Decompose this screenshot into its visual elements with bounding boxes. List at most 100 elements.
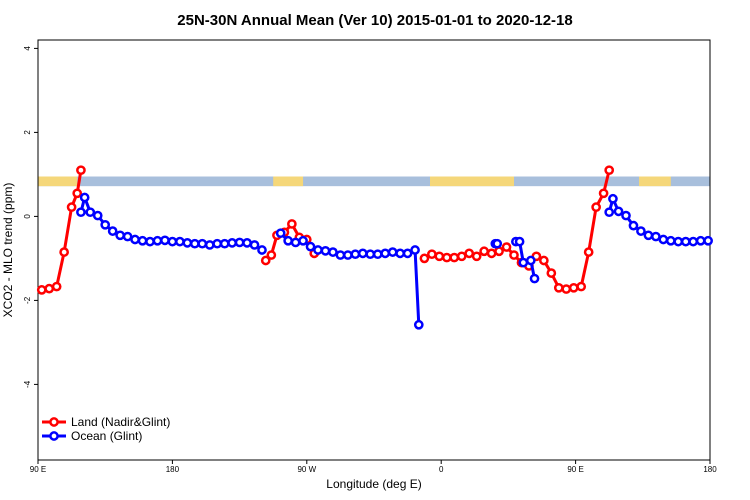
data-point	[107, 226, 118, 236]
data-point	[387, 247, 398, 257]
data-point	[680, 236, 691, 247]
data-point	[604, 207, 615, 218]
y-tick-label: 0	[23, 214, 32, 219]
data-point	[130, 234, 140, 245]
data-point	[66, 202, 77, 213]
data-point	[260, 255, 271, 266]
data-point	[494, 246, 504, 257]
x-tick-label: 0	[439, 465, 444, 474]
data-point	[290, 237, 301, 248]
axis-ticks: 90 E 180 90 W 0 90 E 180 4 2 0 -2 -4	[23, 46, 717, 474]
y-tick-label: -2	[23, 296, 32, 304]
data-point	[283, 235, 293, 246]
data-point	[441, 252, 452, 263]
data-point	[100, 219, 111, 230]
data-point	[266, 250, 277, 260]
y-axis-label: XCO2 - MLO trend (ppm)	[1, 183, 15, 318]
x-tick-label: 90 W	[297, 465, 316, 474]
data-point	[673, 236, 684, 247]
data-point	[410, 245, 420, 255]
data-point	[402, 248, 413, 259]
data-point	[287, 219, 297, 229]
data-point	[189, 238, 200, 249]
data-point	[514, 236, 525, 247]
data-point	[365, 249, 376, 260]
land-band-segment	[639, 176, 671, 187]
data-point	[219, 238, 230, 249]
data-point	[456, 251, 467, 262]
data-point	[257, 245, 267, 255]
legend-marker	[49, 431, 59, 441]
data-point	[79, 192, 90, 203]
ocean-band	[38, 176, 710, 187]
data-point	[320, 245, 331, 256]
data-point	[471, 251, 482, 262]
data-point	[518, 257, 529, 268]
data-point	[36, 285, 47, 295]
data-point	[137, 235, 148, 246]
data-point	[525, 255, 536, 266]
data-point	[76, 165, 86, 176]
data-point	[160, 235, 170, 246]
series-layer	[36, 165, 713, 330]
y-tick-label: 4	[23, 46, 32, 51]
data-point	[167, 236, 178, 247]
data-point	[591, 202, 601, 213]
plot-frame	[37, 39, 711, 461]
data-point	[328, 247, 338, 257]
data-point	[608, 193, 618, 204]
land-band-segment	[430, 176, 514, 187]
data-point	[335, 250, 346, 260]
data-point	[492, 238, 503, 249]
data-point	[613, 206, 624, 217]
data-point	[51, 281, 62, 292]
data-point	[357, 248, 368, 259]
land-ocean-band	[38, 176, 710, 187]
data-point	[553, 282, 564, 293]
data-point	[380, 248, 391, 259]
data-point	[413, 319, 424, 330]
x-axis-label: Longitude (deg E)	[326, 477, 421, 491]
legend-marker	[49, 417, 59, 427]
data-point	[122, 231, 133, 242]
data-point	[621, 210, 631, 221]
x-tick-label: 180	[166, 465, 180, 474]
data-point	[419, 253, 430, 264]
x-tick-label: 90 E	[30, 465, 46, 474]
data-point	[145, 236, 155, 247]
data-point	[249, 240, 260, 250]
data-point	[212, 238, 223, 249]
y-tick-label: 2	[23, 130, 32, 135]
data-point	[343, 250, 353, 260]
data-point	[449, 252, 460, 263]
data-point	[598, 188, 609, 199]
data-point	[72, 188, 83, 199]
legend: Land (Nadir&Glint)Ocean (Glint)	[42, 415, 170, 443]
x-tick-label: 180	[703, 465, 717, 474]
data-point	[298, 235, 308, 246]
data-point	[234, 237, 245, 248]
legend-label: Ocean (Glint)	[71, 429, 142, 443]
data-point	[182, 238, 193, 248]
data-point	[227, 238, 237, 248]
data-point	[242, 238, 252, 248]
data-point	[44, 283, 55, 294]
data-point	[197, 238, 208, 249]
data-point	[434, 251, 445, 262]
data-point	[486, 248, 497, 259]
data-point	[59, 247, 69, 257]
land-band-segment	[273, 176, 304, 187]
data-point	[501, 242, 512, 252]
data-point	[658, 234, 669, 245]
data-point	[628, 220, 639, 231]
data-point	[305, 241, 316, 252]
data-point	[395, 248, 405, 259]
data-point	[643, 230, 654, 241]
data-point	[372, 249, 383, 260]
series-ocean	[76, 192, 713, 330]
data-point	[665, 235, 676, 246]
data-point	[350, 249, 361, 260]
data-point	[703, 235, 713, 246]
data-point	[604, 165, 615, 176]
